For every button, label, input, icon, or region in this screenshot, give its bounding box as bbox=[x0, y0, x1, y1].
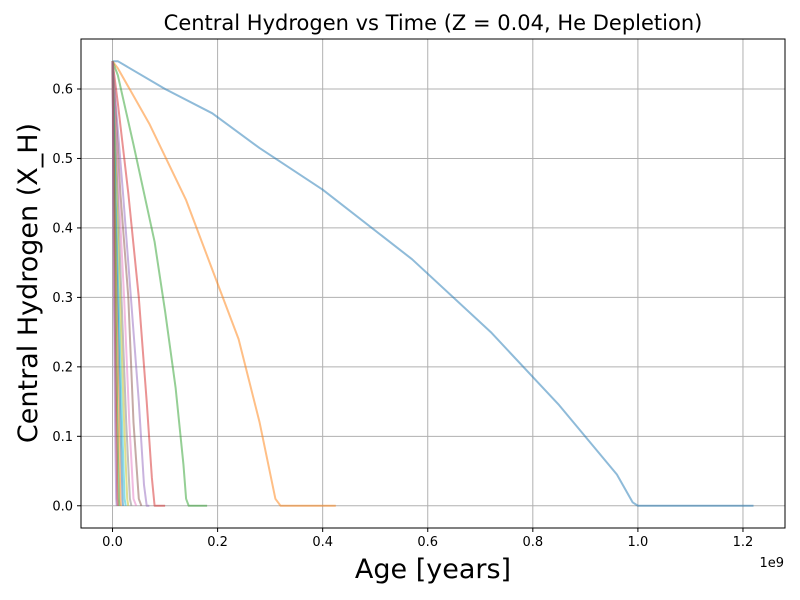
series-line-1 bbox=[112, 60, 754, 507]
x-offset-label: 1e9 bbox=[759, 556, 784, 571]
series-layer bbox=[111, 60, 754, 507]
y-tick-label: 0.0 bbox=[52, 499, 73, 514]
y-tick-label: 0.4 bbox=[52, 221, 73, 236]
x-tick-label: 0.8 bbox=[522, 535, 543, 550]
x-tick-label: 0.4 bbox=[312, 535, 333, 550]
tick-layer: 0.0 0.2 0.4 0.6 0.8 1.0 1.2 0.0 0.1 0.2 0.3 0.4 0.5 0… bbox=[52, 83, 753, 550]
x-axis-label: Age [years] bbox=[355, 554, 511, 585]
y-tick-label: 0.1 bbox=[52, 430, 73, 445]
x-tick-label: 0.0 bbox=[102, 535, 123, 550]
y-tick-label: 0.5 bbox=[52, 152, 73, 167]
y-tick-label: 0.2 bbox=[52, 360, 73, 375]
chart-title: Central Hydrogen vs Time (Z = 0.04, He D… bbox=[164, 11, 703, 35]
y-tick-label: 0.3 bbox=[52, 291, 73, 306]
series-line-2 bbox=[111, 60, 336, 507]
series-line-15 bbox=[111, 61, 118, 506]
x-tick-label: 0.2 bbox=[207, 535, 228, 550]
x-tick-label: 0.6 bbox=[417, 535, 438, 550]
x-tick-label: 1.0 bbox=[628, 535, 649, 550]
y-axis-label: Central Hydrogen (X_H) bbox=[13, 123, 44, 443]
series-line-3 bbox=[111, 60, 208, 507]
y-tick-label: 0.6 bbox=[52, 83, 73, 98]
x-tick-label: 1.2 bbox=[733, 535, 754, 550]
series-line-4 bbox=[111, 61, 166, 507]
plot-frame bbox=[80, 38, 786, 529]
